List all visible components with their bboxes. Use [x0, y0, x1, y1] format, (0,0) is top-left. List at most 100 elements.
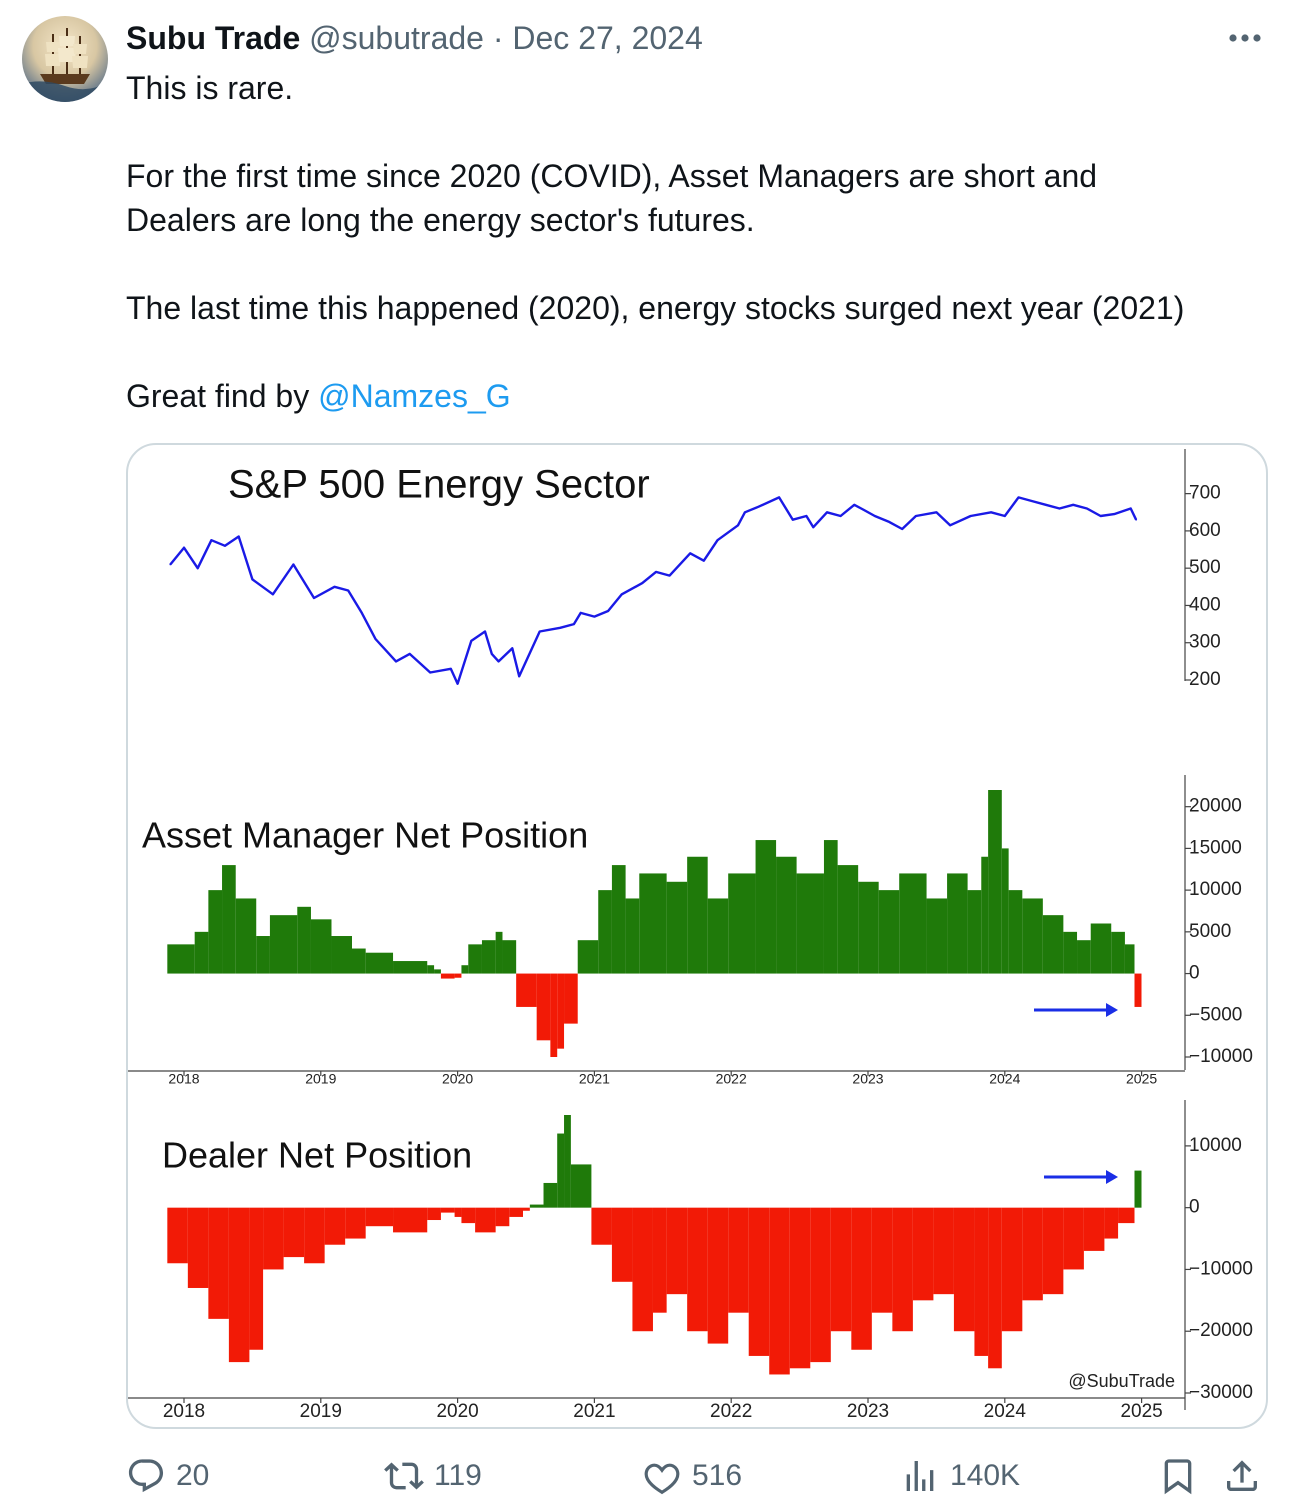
price-point	[374, 638, 377, 640]
position-bar	[475, 1207, 496, 1233]
price-point	[1129, 507, 1132, 510]
position-bar	[235, 898, 257, 974]
bookmark-button[interactable]	[1158, 1454, 1208, 1498]
position-bar	[769, 1207, 790, 1375]
position-bar	[269, 915, 298, 974]
position-bar	[454, 1207, 462, 1217]
price-point	[737, 524, 739, 527]
position-bar	[1022, 898, 1043, 974]
views-button[interactable]: 140K	[900, 1454, 1020, 1498]
position-bar	[365, 952, 394, 974]
price-point	[702, 559, 705, 562]
ship-icon	[22, 28, 108, 102]
post-date[interactable]: Dec 27, 2024	[512, 20, 703, 56]
position-bar	[557, 1133, 565, 1208]
like-button[interactable]: 516	[642, 1454, 742, 1498]
price-line	[169, 496, 1138, 685]
position-bar	[208, 1207, 229, 1319]
position-bar	[988, 790, 1002, 974]
position-bar	[427, 965, 435, 974]
position-bar	[1063, 931, 1078, 974]
price-point	[826, 511, 828, 514]
position-bar	[810, 1207, 831, 1363]
y-tick-label: 500	[1189, 557, 1221, 578]
author-avatar[interactable]	[22, 16, 108, 102]
x-tick-label: 2018	[168, 1071, 199, 1087]
position-bar	[393, 961, 428, 974]
position-bar	[933, 1207, 954, 1295]
position-bar	[461, 965, 469, 974]
position-bar	[516, 973, 537, 1007]
x-tick-label: 2021	[579, 1071, 610, 1087]
price-point	[1072, 503, 1075, 506]
price-point	[1058, 507, 1061, 510]
price-point	[1099, 515, 1102, 517]
position-bar	[557, 973, 565, 1049]
position-bar	[331, 936, 352, 974]
price-point	[969, 515, 972, 517]
annotation-arrowhead	[1106, 1170, 1118, 1184]
author-handle[interactable]: @subutrade	[309, 20, 484, 56]
price-point	[169, 563, 172, 566]
price-point	[251, 578, 254, 581]
price-point	[990, 511, 993, 514]
price-point	[607, 610, 609, 612]
price-point	[395, 660, 397, 663]
price-point	[579, 612, 582, 614]
position-bar	[263, 1207, 284, 1270]
action-bar: 20 119 516 140K	[0, 1448, 1294, 1508]
position-bar	[1134, 973, 1142, 1007]
position-bar	[912, 1207, 934, 1301]
position-bar	[1124, 944, 1135, 974]
position-bar	[728, 873, 756, 974]
y-tick-label: 0	[1189, 1197, 1200, 1218]
position-bar	[652, 1207, 667, 1313]
position-bar	[988, 1207, 1002, 1369]
position-bar	[748, 1207, 770, 1356]
bookmark-icon	[1164, 1459, 1192, 1495]
post-text: This is rare. For the first time since 2…	[126, 66, 1266, 418]
price-point	[538, 630, 541, 633]
position-bar	[440, 1207, 455, 1213]
position-bar	[1042, 915, 1064, 974]
position-bar	[707, 1207, 729, 1344]
reply-icon	[128, 1459, 164, 1493]
dealer-chart: Dealer Net Position 10000 0 −10000 −20000 −30…	[128, 1100, 1253, 1422]
position-bar	[871, 1207, 893, 1313]
position-bar	[1022, 1207, 1043, 1301]
price-point	[490, 653, 493, 655]
heart-icon	[644, 1463, 680, 1495]
position-bar	[892, 1207, 913, 1332]
reply-button[interactable]: 20	[126, 1454, 209, 1498]
position-bar	[796, 873, 824, 974]
repost-button[interactable]: 119	[384, 1454, 482, 1498]
position-bar	[249, 1207, 264, 1350]
y-tick-label: 200	[1189, 669, 1221, 690]
position-bar	[345, 1207, 366, 1239]
position-bar	[1090, 923, 1112, 974]
position-bar	[625, 898, 640, 974]
position-bar	[1001, 848, 1009, 974]
position-bar	[776, 856, 797, 974]
repost-icon	[384, 1462, 424, 1490]
annotation-arrowhead	[1106, 1003, 1118, 1017]
more-options-button[interactable]	[1222, 20, 1268, 56]
mention-link[interactable]: @Namzes_G	[318, 378, 511, 414]
chart-image[interactable]: S&P 500 Energy Sector 700 600 500 400 300 200 A…	[126, 443, 1268, 1429]
post-line: Dealers are long the energy sector's fut…	[126, 202, 755, 238]
price-point	[497, 660, 500, 663]
position-bar	[461, 1207, 476, 1224]
x-tick-label: 2025	[1126, 1071, 1157, 1087]
author-name[interactable]: Subu Trade	[126, 20, 301, 56]
x-tick-label: 2019	[300, 1401, 342, 1422]
energy-sector-chart: S&P 500 Energy Sector 700 600 500 400 300 200	[169, 449, 1221, 690]
price-point	[196, 567, 199, 570]
price-point	[1017, 496, 1020, 499]
chart-title: S&P 500 Energy Sector	[228, 463, 650, 507]
share-button[interactable]	[1222, 1454, 1272, 1498]
price-point	[360, 612, 363, 614]
position-bar	[393, 1207, 428, 1233]
y-tick-label: 5000	[1189, 921, 1231, 942]
price-point	[593, 615, 596, 618]
position-bar	[878, 890, 900, 974]
